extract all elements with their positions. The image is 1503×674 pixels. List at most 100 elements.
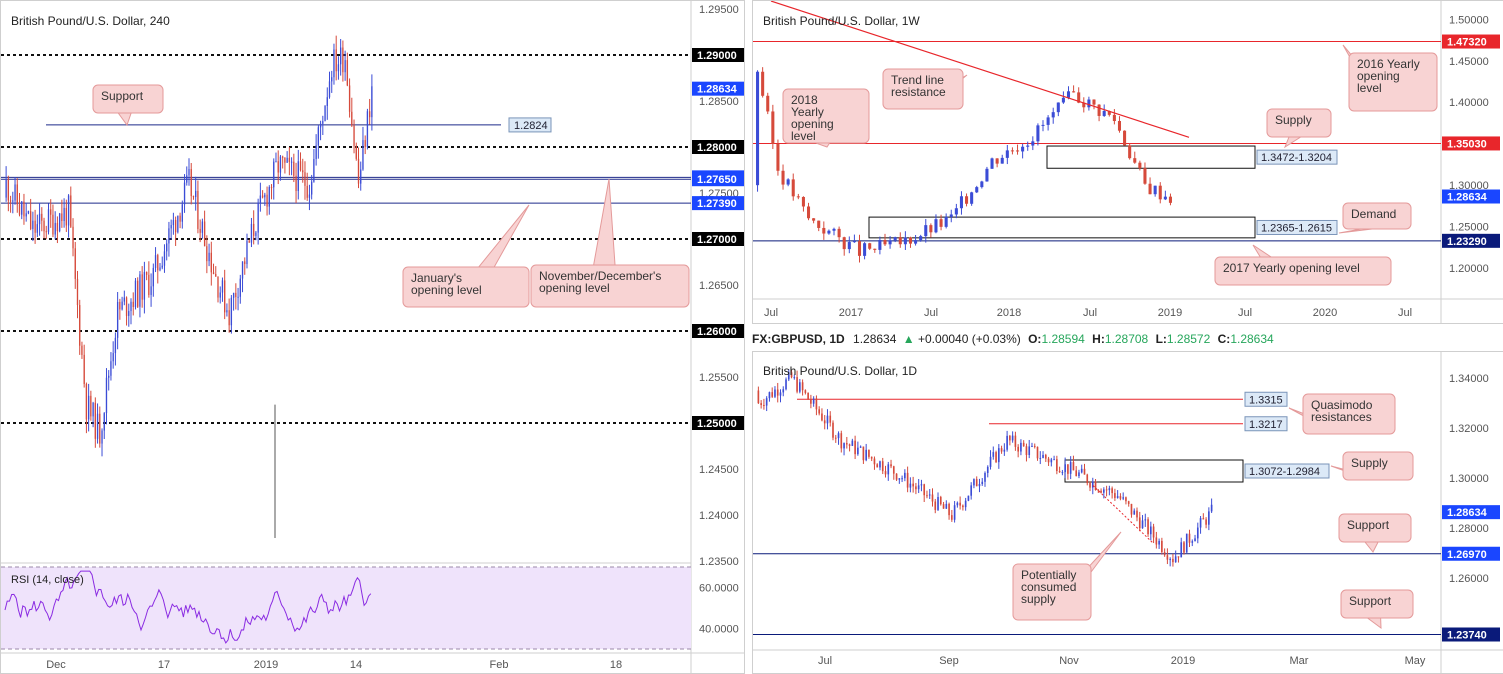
candle-body — [812, 398, 815, 404]
candle-body — [201, 221, 204, 233]
candle-body — [304, 172, 306, 186]
candle-body — [67, 195, 70, 226]
candle-body — [1077, 92, 1081, 103]
candle-body — [339, 47, 342, 65]
x-tick-label: Mar — [1290, 655, 1309, 667]
candle-body — [931, 494, 934, 502]
y-tick-label: 1.26500 — [699, 280, 739, 292]
candle-body — [1050, 459, 1053, 463]
candle-body — [123, 297, 125, 302]
candle-body — [203, 221, 206, 247]
candle-body — [208, 252, 210, 262]
callout-text: Support — [1347, 518, 1390, 532]
callout-box — [1342, 202, 1412, 230]
candle-body — [1000, 157, 1004, 164]
h4-chart[interactable]: 1.295001.285001.275001.265001.255001.245… — [1, 1, 744, 673]
candle-body — [161, 265, 163, 268]
candle-body — [832, 422, 834, 438]
candle-body — [119, 301, 121, 310]
candle-body — [915, 486, 917, 490]
candle-body — [1210, 504, 1213, 512]
candle-body — [92, 402, 94, 417]
candle-body — [50, 209, 52, 215]
y-tick-label: 1.28500 — [699, 96, 739, 108]
candle-body — [1031, 445, 1033, 447]
candle-body — [47, 209, 50, 232]
zone-label: 1.2365-1.2615 — [1261, 222, 1332, 234]
daily-chart[interactable]: 1.34000 1.32000 1.30000 1.28000 1.26000 1.331… — [753, 352, 1503, 673]
candle-body — [212, 272, 215, 274]
candle-body — [779, 392, 782, 396]
candle-body — [87, 395, 90, 420]
price-tag: 1.23290 — [1442, 233, 1500, 248]
price-tag-text: 1.23290 — [1447, 236, 1487, 248]
candle-body — [54, 222, 56, 235]
candle-body — [868, 243, 872, 249]
candle-body — [1036, 446, 1039, 459]
candle-body — [842, 237, 846, 250]
candle-body — [1166, 555, 1169, 560]
candle-body — [806, 206, 811, 219]
callout-box — [1342, 451, 1414, 481]
candle-body — [90, 395, 92, 417]
price-tag-text: 1.27650 — [697, 174, 737, 186]
price-tag: 1.27390 — [692, 196, 744, 211]
candle-body — [873, 248, 877, 250]
daily-title: British Pound/U.S. Dollar, 1D — [763, 364, 918, 378]
candle-body — [870, 456, 873, 459]
candle-body — [807, 392, 809, 400]
candle-body — [1072, 462, 1075, 471]
candle-body — [898, 237, 902, 245]
callout-text: Support — [101, 89, 144, 103]
candle-body — [297, 161, 299, 192]
candle-body — [360, 169, 362, 184]
zone-label-bg — [1256, 149, 1338, 165]
candle-body — [975, 479, 978, 487]
price-tag-bg — [1442, 233, 1500, 248]
candle-body — [1133, 510, 1136, 515]
candle-body — [1009, 435, 1011, 441]
candle-body — [1172, 558, 1174, 563]
callout-text: Support — [1349, 594, 1392, 608]
candle-body — [840, 433, 843, 449]
candle-body — [337, 64, 340, 72]
weekly-chart[interactable]: 1.50000 1.45000 1.40000 1.30000 1.25000 1.200… — [753, 1, 1503, 323]
candle-body — [206, 246, 208, 262]
line-label-bg — [508, 117, 552, 133]
candle-body — [1097, 490, 1100, 492]
candle-body — [799, 382, 801, 392]
candle-body — [1180, 542, 1183, 558]
candle-body — [970, 192, 974, 204]
candle-body — [1105, 489, 1108, 491]
price-tag: 1.27650 — [692, 172, 744, 187]
candle-body — [926, 495, 928, 497]
candle-body — [192, 196, 195, 198]
rsi-tick-label: 60.0000 — [699, 583, 739, 595]
callout-text: supply — [1021, 592, 1056, 606]
x-tick-label: Feb — [490, 659, 509, 671]
candle-body — [1072, 91, 1076, 93]
price-tag-bg — [692, 232, 744, 246]
x-tick-label: Sep — [939, 655, 959, 667]
candle-body — [14, 184, 16, 201]
candle-body — [895, 473, 898, 480]
candle-body — [125, 297, 128, 316]
x-tick-label: Dec — [46, 659, 66, 671]
candle-body — [357, 158, 360, 184]
candle-body — [967, 495, 970, 501]
candle-body — [172, 220, 175, 226]
y-tick-label: 1.40000 — [1449, 97, 1489, 109]
candle-body — [906, 472, 909, 488]
candle-body — [134, 280, 137, 307]
candle-body — [1128, 145, 1132, 159]
candle-body — [962, 505, 964, 508]
quote-low: 1.28572 — [1166, 332, 1211, 346]
candle-body — [827, 230, 831, 234]
candle-body — [781, 170, 785, 185]
candle-body — [177, 215, 179, 233]
candle-body — [997, 448, 1000, 463]
candle-body — [771, 111, 775, 144]
price-tag-text: 1.26000 — [697, 326, 737, 338]
candle-body — [270, 187, 273, 189]
candle-body — [302, 170, 304, 173]
